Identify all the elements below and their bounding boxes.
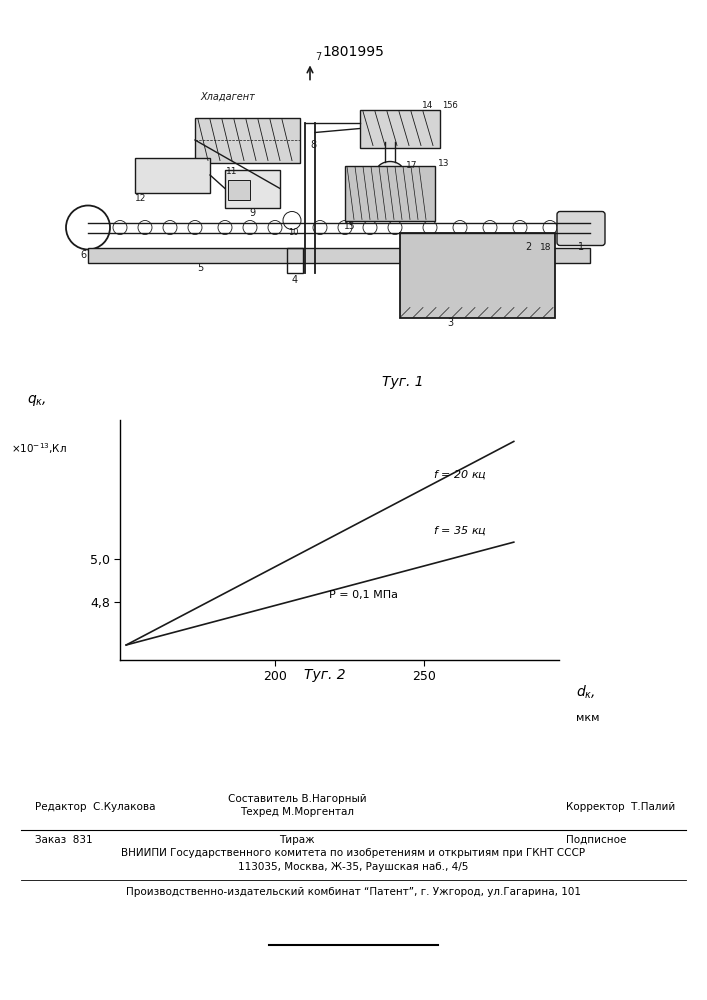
Text: Τуг. 1: Τуг. 1 — [382, 375, 423, 389]
Bar — [228, 180, 250, 200]
Text: 6: 6 — [80, 250, 86, 260]
Text: Редактор  С.Кулакова: Редактор С.Кулакова — [35, 802, 156, 812]
Text: 4: 4 — [292, 275, 298, 285]
Text: $d_{\kappa}$,: $d_{\kappa}$, — [576, 684, 596, 701]
Text: Производственно-издательский комбинат “Патент”, г. Ужгород, ул.Гагарина, 101: Производственно-издательский комбинат “П… — [126, 887, 581, 897]
Text: 7: 7 — [315, 52, 321, 62]
Bar — [287, 248, 303, 273]
Text: 8: 8 — [310, 139, 316, 149]
Text: 9: 9 — [250, 208, 255, 218]
Text: Техред М.Моргентал: Техред М.Моргентал — [240, 807, 354, 817]
Ellipse shape — [376, 161, 404, 184]
FancyBboxPatch shape — [557, 212, 605, 246]
Text: 13: 13 — [438, 158, 450, 167]
Text: 11: 11 — [226, 167, 238, 176]
Text: Τуг. 2: Τуг. 2 — [305, 668, 346, 682]
Bar — [225, 170, 280, 208]
Bar — [195, 117, 300, 162]
Text: $q_{\kappa}$,: $q_{\kappa}$, — [27, 393, 47, 408]
Bar — [88, 248, 590, 263]
Text: $f$ = 20 кц: $f$ = 20 кц — [433, 468, 487, 481]
Bar — [400, 233, 555, 318]
Text: Заказ  831: Заказ 831 — [35, 835, 93, 845]
Text: 17: 17 — [406, 160, 418, 169]
Text: $f$ = 35 кц: $f$ = 35 кц — [433, 524, 487, 537]
Text: Составитель В.Нагорный: Составитель В.Нагорный — [228, 794, 366, 804]
Text: 1801995: 1801995 — [322, 45, 385, 60]
Text: Тираж: Тираж — [279, 835, 315, 845]
Text: 14: 14 — [422, 101, 433, 109]
Text: 15б: 15б — [442, 101, 457, 109]
Text: 2: 2 — [525, 242, 531, 252]
Text: мкм: мкм — [576, 713, 600, 723]
Text: 12: 12 — [135, 194, 146, 203]
Text: P = 0,1 МПа: P = 0,1 МПа — [329, 590, 398, 600]
Text: $\times10^{-13}$,Кл: $\times10^{-13}$,Кл — [11, 441, 66, 456]
Text: ВНИИПИ Государственного комитета по изобретениям и открытиям при ГКНТ СССР: ВНИИПИ Государственного комитета по изоб… — [122, 848, 585, 858]
Text: 3: 3 — [447, 318, 453, 328]
Text: 113035, Москва, Ж-35, Раушская наб., 4/5: 113035, Москва, Ж-35, Раушская наб., 4/5 — [238, 862, 469, 872]
Text: 15: 15 — [344, 222, 356, 231]
Bar — [135, 158, 210, 193]
Text: 5: 5 — [197, 263, 203, 273]
Text: Корректор  Т.Палий: Корректор Т.Палий — [566, 802, 675, 812]
Text: 1: 1 — [578, 242, 584, 252]
Bar — [345, 166, 435, 221]
Text: 10: 10 — [288, 228, 298, 237]
Bar — [360, 109, 440, 147]
Text: Подписное: Подписное — [566, 835, 626, 845]
Text: Хладагент: Хладагент — [200, 92, 255, 102]
Text: 18: 18 — [540, 243, 551, 252]
